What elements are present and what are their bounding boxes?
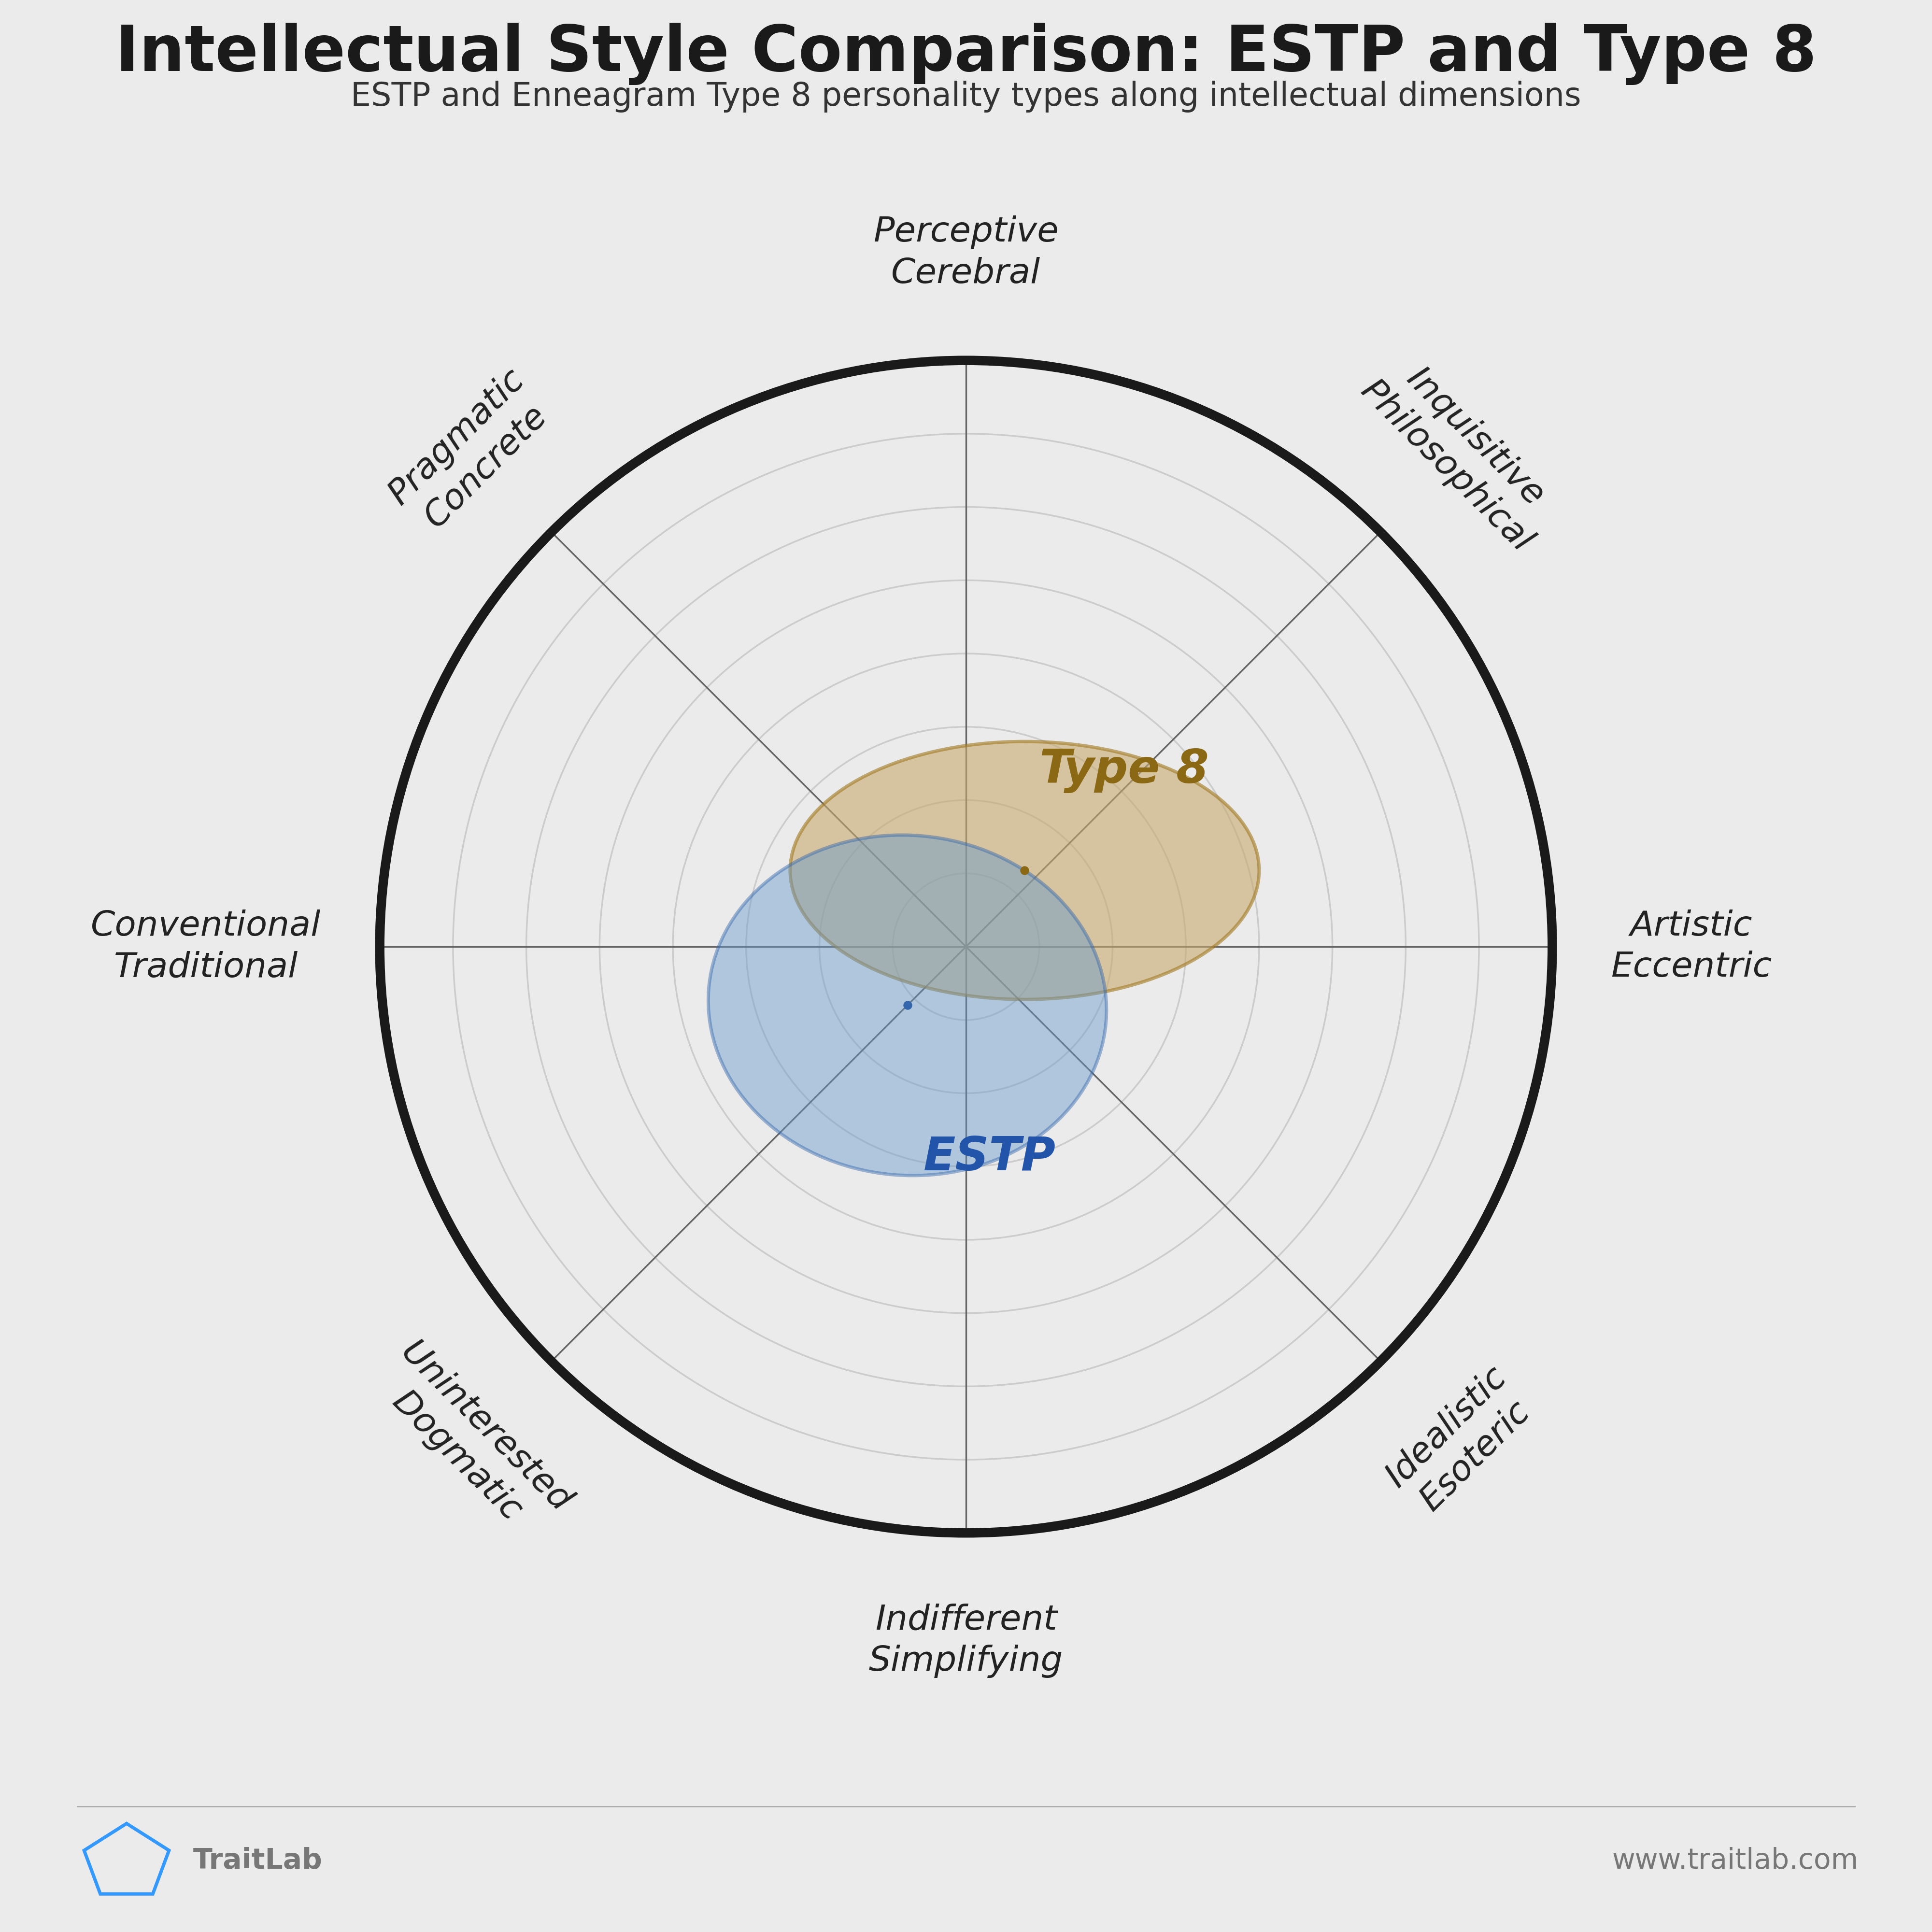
Text: Artistic
Eccentric: Artistic Eccentric [1611, 910, 1772, 983]
Text: Type 8: Type 8 [1039, 748, 1209, 794]
Text: Pragmatic
Concrete: Pragmatic Concrete [383, 363, 560, 541]
Text: ESTP: ESTP [923, 1136, 1055, 1180]
Text: Intellectual Style Comparison: ESTP and Type 8: Intellectual Style Comparison: ESTP and … [116, 23, 1816, 85]
Text: ESTP and Enneagram Type 8 personality types along intellectual dimensions: ESTP and Enneagram Type 8 personality ty… [352, 81, 1580, 112]
Text: Indifferent
Simplifying: Indifferent Simplifying [869, 1604, 1063, 1677]
Text: Inquisitive
Philosophical: Inquisitive Philosophical [1354, 346, 1567, 558]
Text: www.traitlab.com: www.traitlab.com [1611, 1847, 1859, 1874]
Point [1009, 856, 1039, 887]
Text: Conventional
Traditional: Conventional Traditional [91, 910, 321, 983]
Ellipse shape [790, 742, 1260, 999]
Text: Perceptive
Cerebral: Perceptive Cerebral [873, 216, 1059, 290]
Point [893, 989, 923, 1020]
Text: Idealistic
Esoteric: Idealistic Esoteric [1379, 1360, 1542, 1522]
Ellipse shape [709, 835, 1107, 1175]
Text: TraitLab: TraitLab [193, 1847, 323, 1874]
Text: Uninterested
Dogmatic: Uninterested Dogmatic [365, 1335, 578, 1548]
